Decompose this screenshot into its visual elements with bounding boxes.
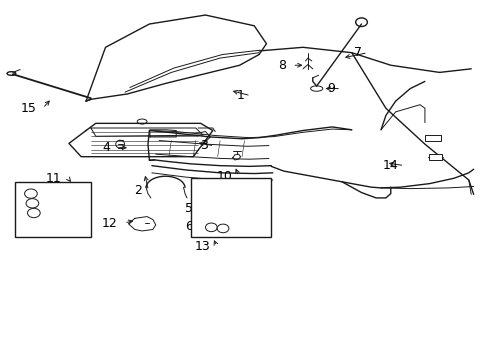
Text: 5: 5 xyxy=(185,202,193,215)
Text: 1: 1 xyxy=(236,89,244,102)
Text: 4: 4 xyxy=(102,141,110,154)
Text: 13: 13 xyxy=(194,240,210,253)
Bar xyxy=(15,182,91,237)
Bar xyxy=(424,135,440,141)
Bar xyxy=(428,154,442,160)
Text: 8: 8 xyxy=(277,59,285,72)
Text: 10: 10 xyxy=(216,170,232,183)
Text: 3: 3 xyxy=(200,139,207,152)
Ellipse shape xyxy=(137,119,147,124)
Ellipse shape xyxy=(310,86,322,91)
Bar xyxy=(190,178,271,237)
Text: 9: 9 xyxy=(326,82,334,95)
Text: 6: 6 xyxy=(185,220,193,233)
Circle shape xyxy=(217,224,228,233)
Text: 2: 2 xyxy=(134,184,142,197)
Circle shape xyxy=(26,199,39,208)
Text: 14: 14 xyxy=(382,159,397,172)
Circle shape xyxy=(27,208,40,218)
Ellipse shape xyxy=(116,140,124,148)
Text: 11: 11 xyxy=(46,172,61,185)
Text: 7: 7 xyxy=(353,46,361,59)
Circle shape xyxy=(24,189,37,198)
Ellipse shape xyxy=(7,72,16,75)
Circle shape xyxy=(205,223,217,231)
Text: 12: 12 xyxy=(102,216,118,230)
Text: 15: 15 xyxy=(20,102,36,115)
